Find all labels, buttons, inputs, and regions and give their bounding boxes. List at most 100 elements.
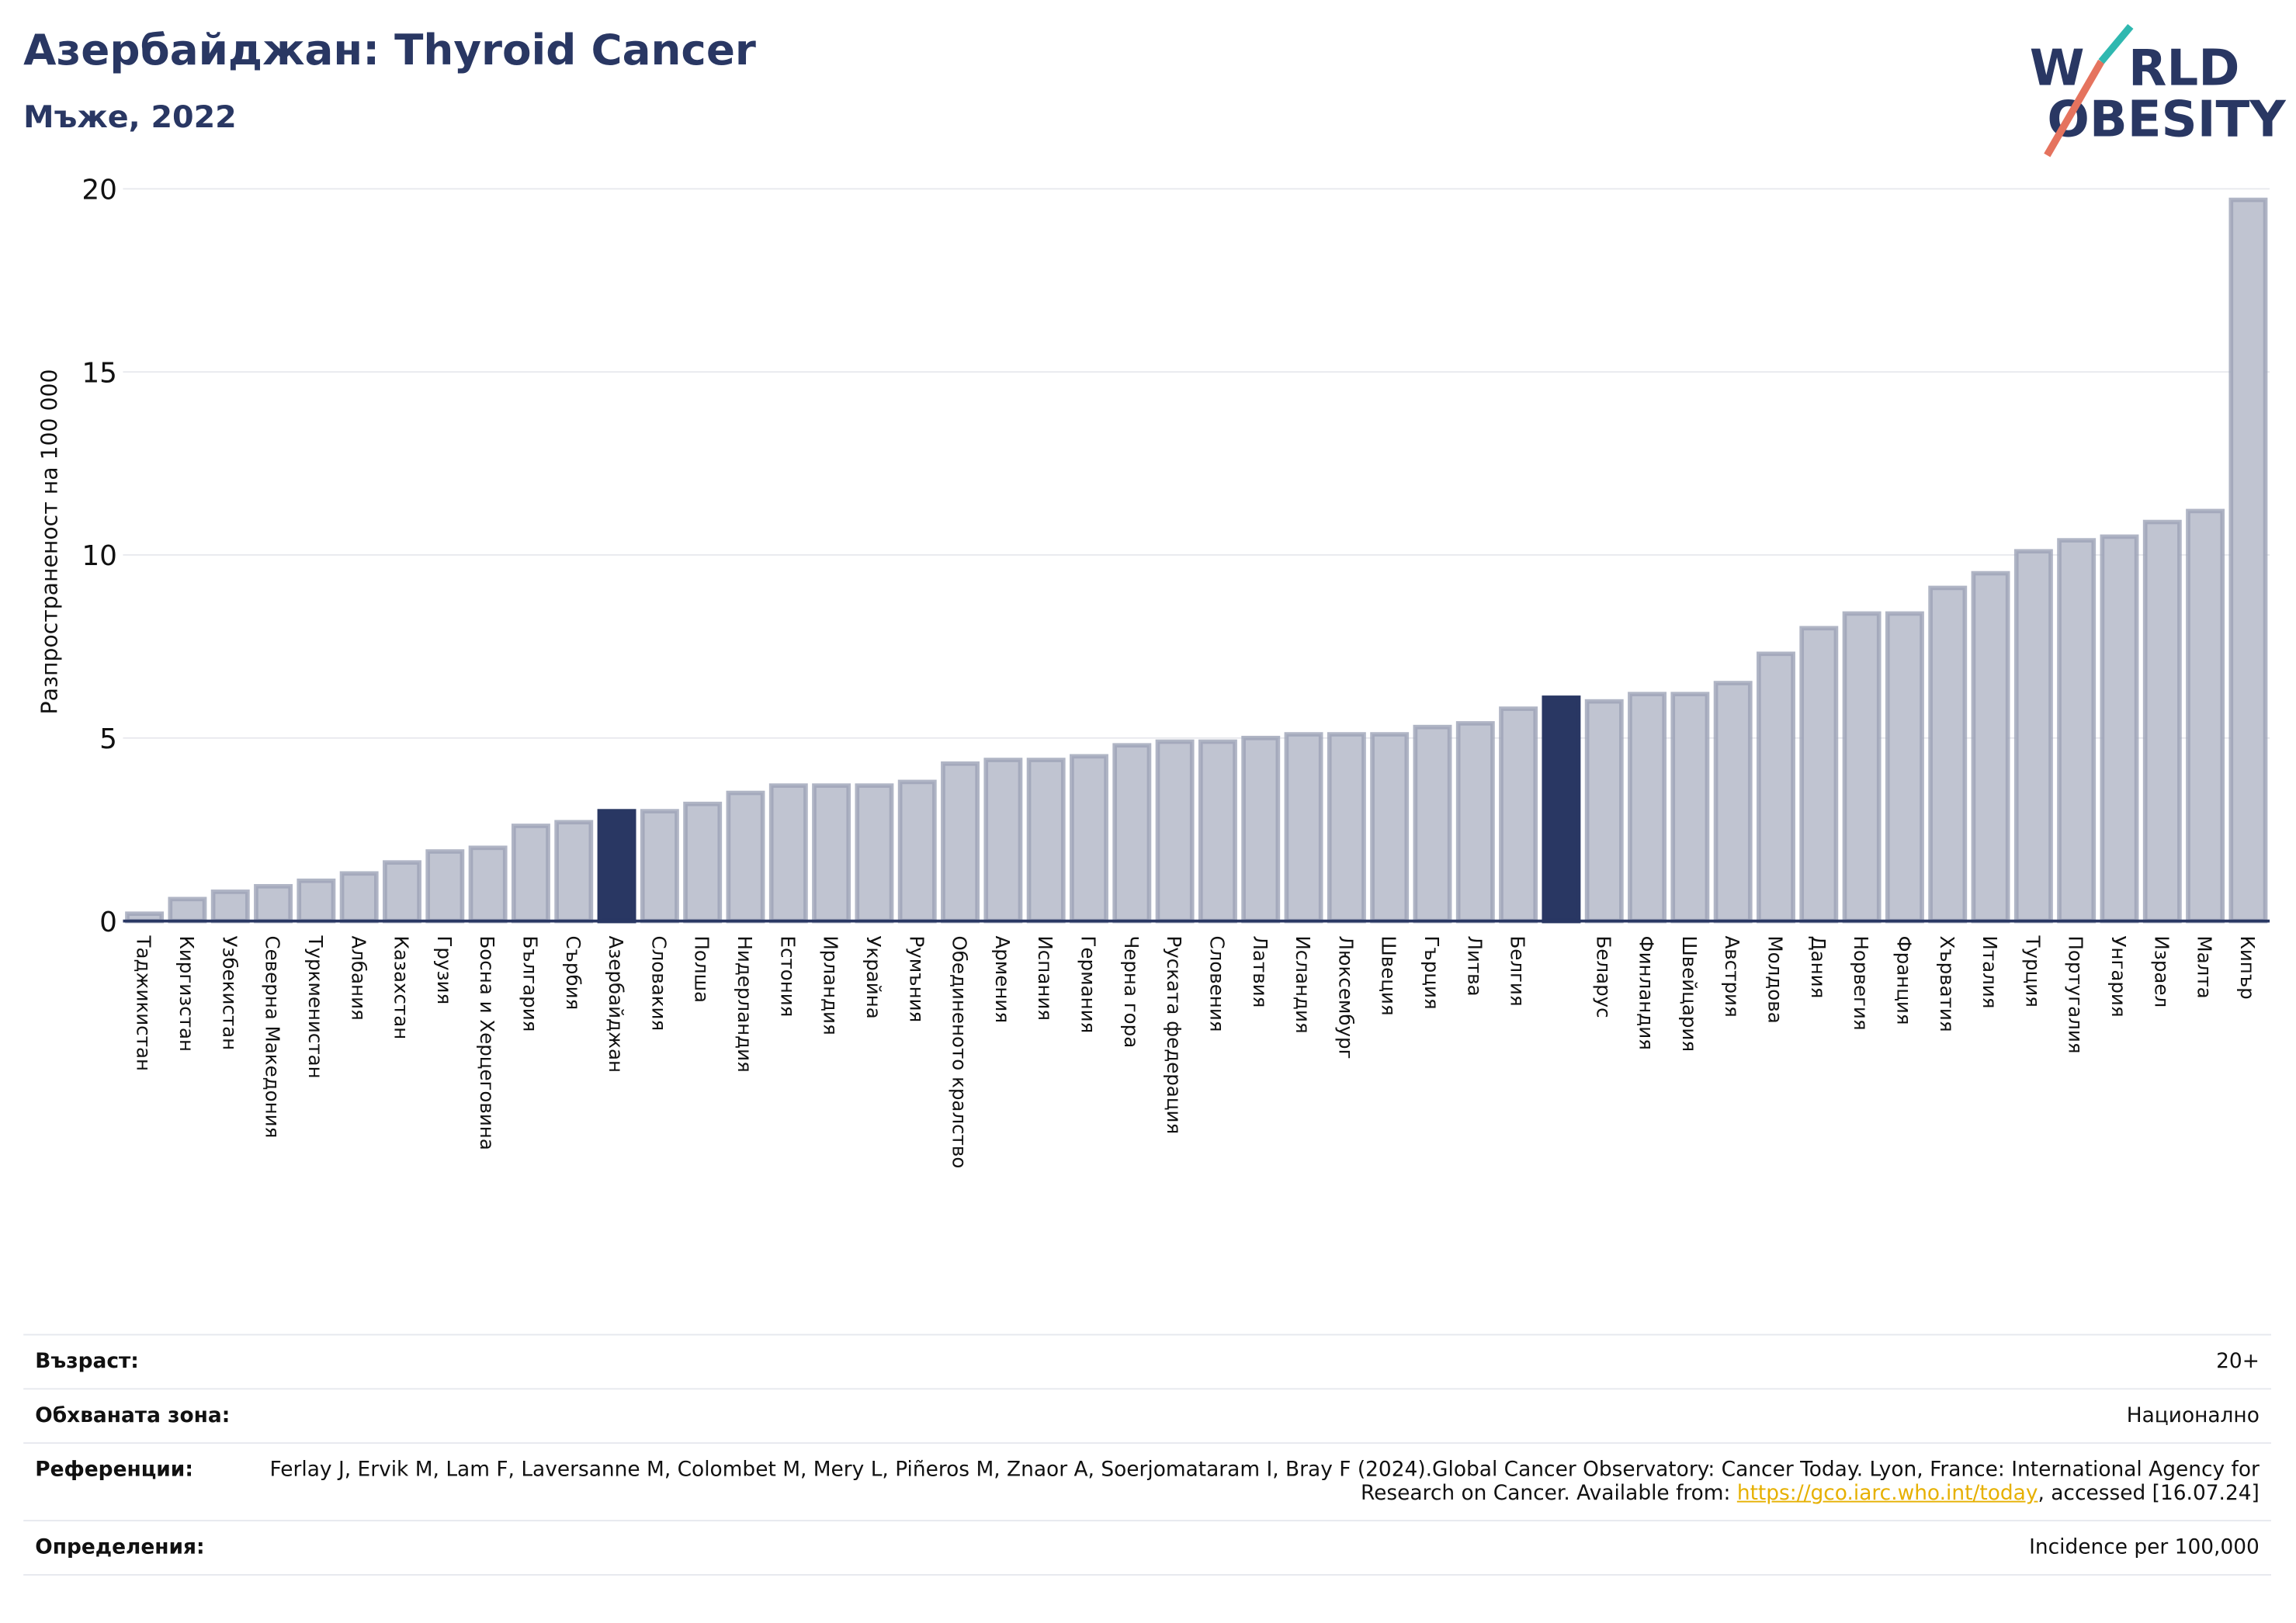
x-tick-label: Норвегия [1850,935,1872,1030]
logo-slash [2098,23,2134,64]
y-tick-label: 5 [99,723,117,755]
x-tick-label: Киргизстан [175,935,198,1052]
logo-text: W RLD [2030,39,2240,97]
bar [983,758,1023,924]
bar [2057,538,2097,924]
x-tick-label: Литва [1463,935,1486,996]
info-label: Определения: [35,1535,205,1560]
bar [597,809,636,924]
bar [1413,724,1452,924]
y-tick-label: 10 [82,540,117,572]
bar [1070,754,1108,924]
x-tick-label: Турция [2021,935,2044,1007]
x-tick-label: Белгия [1507,935,1529,1006]
info-value: Ferlay J, Ervik M, Lam F, Laversanne M, … [251,1458,2260,1505]
bar [511,824,550,924]
bar [812,783,851,924]
bar [1455,721,1495,924]
y-tick-label: 0 [99,907,117,938]
bar [339,871,379,924]
bar [210,890,250,924]
x-tick-label: Малта [2194,935,2216,998]
x-tick-label: Молдова [1764,935,1787,1023]
bar [1284,732,1323,924]
bar [855,783,894,924]
x-tick-label: Нидерландия [734,935,756,1072]
bar [2228,197,2268,924]
x-tick-label: Израел [2150,935,2173,1007]
info-label: Възраст: [35,1350,139,1374]
x-tick-label: Испания [1034,935,1056,1021]
x-tick-label: Украйна [862,935,885,1018]
info-row: Определения: Incidence per 100,000 [23,1520,2271,1576]
x-tick-label: Обединеното кралство [949,935,971,1168]
bar [425,849,465,924]
bar [1499,706,1538,924]
bar [1628,692,1667,924]
x-tick-label: Швеция [1378,935,1400,1015]
bar [2142,519,2182,924]
bar [1026,758,1066,924]
bar [1713,681,1753,924]
x-tick-label: Узбекистан [218,935,241,1050]
logo: W RLD OBESITY [2030,23,2287,158]
x-tick-label: Таджикистан [133,935,155,1071]
x-tick-label: Словакия [647,935,670,1031]
bar [383,860,421,924]
y-tick-label: 15 [82,357,117,389]
x-tick-label: Албания [347,935,369,1020]
x-tick-label: Люксембург [1334,935,1357,1059]
text: Ferlay J, Ervik M, Lam F, Laversanne M, … [269,1458,2260,1506]
logo-slash [2044,59,2105,158]
info-value: Национално [2126,1404,2260,1428]
x-tick-label: България [519,935,541,1032]
chart-subtitle: Мъже, 2022 [23,99,237,135]
bar [1670,692,1710,924]
bar [1241,735,1281,924]
x-tick-label: Латвия [1249,935,1271,1007]
logo-text: W [2030,39,2085,97]
x-tick-label: Естония [776,935,799,1017]
x-tick-label: Черна гора [1120,935,1143,1048]
link[interactable]: https://gco.iarc.who.int/today [1736,1482,2038,1506]
bar [1370,732,1410,924]
info-value: Incidence per 100,000 [2029,1535,2260,1560]
bar [168,896,207,924]
bar [1155,739,1195,924]
bar [554,820,594,924]
bar [1542,695,1581,924]
x-tick-label: Италия [1979,935,2001,1008]
bar [1584,699,1624,924]
x-tick-label: Финландия [1635,935,1658,1049]
bar [1928,585,1968,924]
x-tick-label: Туркменистан [304,935,327,1078]
x-tick-label: Кипър [2236,935,2259,999]
bar [941,761,980,924]
x-tick-label: Босна и Херцеговина [476,935,498,1150]
x-tick-label: Гърция [1420,935,1443,1009]
x-tick-label: Дания [1807,935,1830,998]
chart: Азербайджан: Thyroid Cancer Мъже, 2022 Р… [23,23,2287,1168]
text: , accessed [16.07.24] [2038,1482,2260,1506]
x-tick-label: Грузия [433,935,456,1004]
x-tick-label: Руската федерация [1163,935,1185,1134]
info-value: 20+ [2216,1350,2260,1374]
info-label: Референции: [35,1458,193,1483]
info-row: Възраст: 20+ [23,1333,2271,1389]
bar [2186,508,2225,924]
x-tick-label: Азербайджан [605,935,627,1073]
logo-text: OBESITY [2047,90,2287,148]
x-tick-label: Беларус [1592,935,1614,1018]
logo-text: RLD [2128,39,2239,97]
chart-title: Азербайджан: Thyroid Cancer [23,25,756,75]
x-tick-label: Северна Македония [262,935,284,1138]
x-tick-label: Германия [1077,935,1100,1033]
bar [1198,739,1237,924]
bar [683,801,723,924]
bar [2100,534,2139,924]
x-tick-label: Швейцария [1678,935,1701,1052]
y-axis-label: Разпространеност на 100 000 [37,369,63,715]
info-label: Обхваната зона: [35,1404,231,1428]
x-tick-label: Хърватия [1936,935,1958,1032]
